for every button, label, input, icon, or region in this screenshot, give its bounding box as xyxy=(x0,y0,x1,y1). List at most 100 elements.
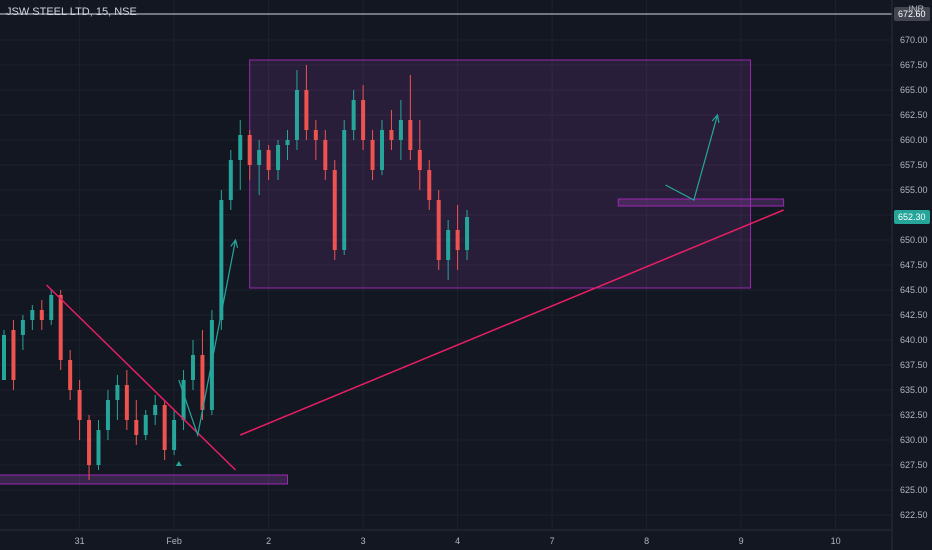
candle-up xyxy=(380,120,384,175)
candle-down xyxy=(332,160,337,260)
candle-up xyxy=(96,420,101,470)
candle-down xyxy=(77,380,82,440)
candle-body xyxy=(455,230,460,250)
candle-body xyxy=(266,150,271,170)
candle-up xyxy=(446,220,451,280)
price-tick-label: 632.50 xyxy=(900,410,928,420)
candle-down xyxy=(11,320,16,390)
candle-up xyxy=(219,190,224,330)
candle-up xyxy=(238,120,243,190)
candle-up xyxy=(2,330,6,380)
candle-body xyxy=(68,360,73,390)
time-tick-label: 2 xyxy=(266,536,271,546)
candle-body xyxy=(96,430,101,465)
candle-body xyxy=(332,170,337,250)
candle-down xyxy=(370,130,375,180)
candle-body xyxy=(389,130,394,140)
candle-up xyxy=(20,315,25,350)
time-tick-label: 3 xyxy=(361,536,366,546)
candle-body xyxy=(408,120,413,150)
candle-down xyxy=(361,85,366,150)
candle-body xyxy=(20,320,25,335)
time-tick-label: 31 xyxy=(75,536,85,546)
candle-body xyxy=(2,335,6,380)
candle-body xyxy=(247,135,252,165)
candle-down xyxy=(87,415,92,480)
candle-up xyxy=(398,100,403,160)
candle-up xyxy=(172,410,177,455)
candle-body xyxy=(370,140,375,170)
candle-body xyxy=(11,330,16,380)
time-tick-label: 10 xyxy=(831,536,841,546)
projection-arrow-right xyxy=(665,114,719,201)
price-tick-label: 642.50 xyxy=(900,310,928,320)
candle-down xyxy=(436,190,441,270)
price-tick-label: 645.00 xyxy=(900,285,928,295)
symbol-title: JSW STEEL LTD, 15, NSE xyxy=(6,6,137,18)
candle-body xyxy=(465,217,470,250)
price-tick-label: 630.00 xyxy=(900,435,928,445)
candle-body xyxy=(427,170,432,200)
candle-body xyxy=(285,140,290,145)
price-tick-label: 647.50 xyxy=(900,260,928,270)
candle-down xyxy=(68,350,73,400)
support-zone xyxy=(0,474,289,485)
price-tick-label: 637.50 xyxy=(900,360,928,370)
candle-body xyxy=(398,120,403,140)
projection-arrow-left xyxy=(178,239,237,438)
candle-down xyxy=(455,205,460,270)
time-tick-label: Feb xyxy=(166,536,182,546)
candle-up xyxy=(294,70,299,150)
candle-body xyxy=(219,200,224,320)
price-tick-label: 650.00 xyxy=(900,235,928,245)
candle-body xyxy=(294,90,299,140)
candle-body xyxy=(87,420,92,465)
candle-body xyxy=(30,310,35,320)
price-tick-label: 640.00 xyxy=(900,335,928,345)
candle-up xyxy=(30,305,35,330)
projection-arrow-right-head xyxy=(711,113,720,123)
candle-down xyxy=(417,120,422,190)
candle-down xyxy=(58,290,63,370)
horizontal-line-label: 672.60 xyxy=(898,9,926,19)
currency-label: INR xyxy=(908,4,925,14)
candle-body xyxy=(124,385,129,420)
candle-body xyxy=(181,380,186,420)
candle-body xyxy=(105,400,110,430)
candle-down xyxy=(389,110,394,150)
candle-body xyxy=(228,160,233,200)
last-price-label: 652.30 xyxy=(898,212,926,222)
candle-up xyxy=(49,290,54,325)
candle-body xyxy=(58,295,63,360)
candle-body xyxy=(380,130,384,170)
last-price-badge xyxy=(894,210,930,224)
candle-body xyxy=(351,100,356,130)
candle-down xyxy=(200,330,205,420)
candle-up xyxy=(105,390,110,440)
candle-body xyxy=(257,150,262,165)
candle-up xyxy=(257,140,262,195)
price-tick-label: 622.50 xyxy=(900,510,928,520)
candle-body xyxy=(342,130,347,250)
candle-body xyxy=(200,355,205,410)
candle-up xyxy=(228,150,233,210)
projection-arrow-left-head xyxy=(230,238,239,248)
candle-up xyxy=(143,410,148,440)
candle-up xyxy=(153,395,158,425)
time-tick-label: 8 xyxy=(644,536,649,546)
candles-group xyxy=(2,65,470,480)
price-tick-label: 667.50 xyxy=(900,60,928,70)
price-axis[interactable]: 622.50 625.00 627.50 630.00 632.50 635.00 637.… xyxy=(891,0,930,550)
candle-down xyxy=(247,130,252,180)
candle-up xyxy=(351,90,356,140)
time-tick-label: 7 xyxy=(550,536,555,546)
time-axis[interactable]: 31 Feb 2 3 4 7 8 9 10 xyxy=(0,529,892,546)
price-tick-label: 670.00 xyxy=(900,35,928,45)
candle-body xyxy=(191,355,195,380)
price-tick-label: 662.50 xyxy=(900,110,928,120)
candle-up xyxy=(465,210,470,260)
candle-up xyxy=(191,340,195,390)
price-tick-label: 657.50 xyxy=(900,160,928,170)
price-tick-label: 655.00 xyxy=(900,185,928,195)
